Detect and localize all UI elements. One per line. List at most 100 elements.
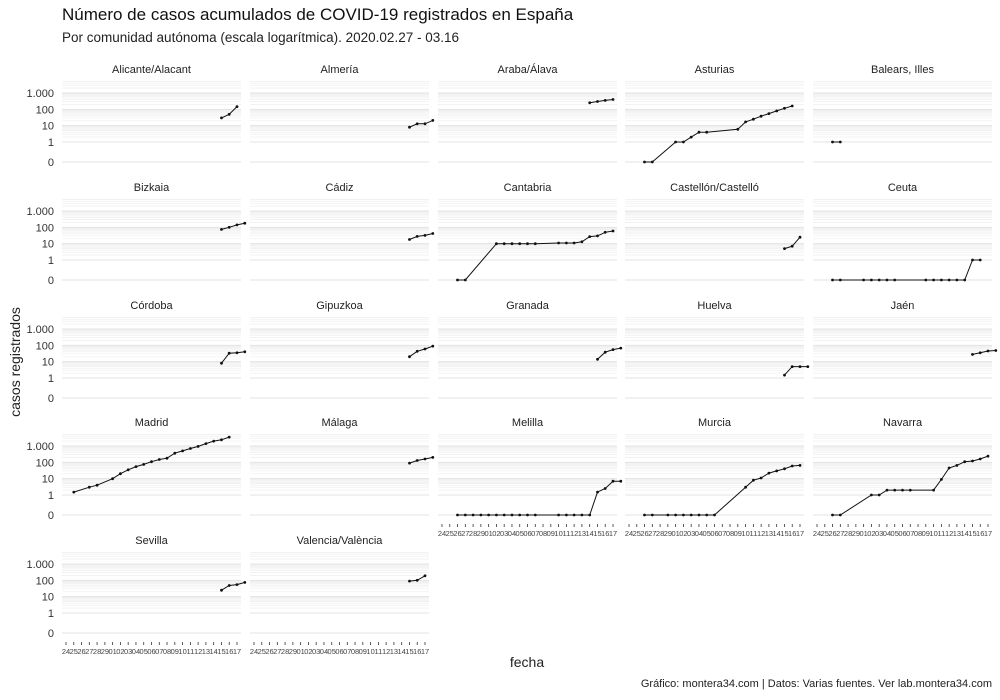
data-point bbox=[790, 244, 794, 248]
y-tick-label: 0 bbox=[48, 393, 54, 405]
y-tick-label: 0 bbox=[48, 157, 54, 169]
data-point bbox=[408, 461, 411, 465]
data-point bbox=[134, 465, 138, 468]
series-line bbox=[597, 347, 621, 360]
x-tick-label: 10 bbox=[366, 647, 374, 656]
data-point bbox=[971, 353, 974, 356]
series-line bbox=[221, 581, 245, 591]
data-point bbox=[220, 438, 223, 442]
x-tick-label: 14 bbox=[773, 529, 781, 538]
data-point bbox=[767, 112, 771, 115]
data-point bbox=[767, 471, 771, 475]
y-tick-label: 10 bbox=[42, 121, 54, 133]
facet-0: Alicante/Alacant 0 1 10 100 1.000 bbox=[26, 64, 241, 169]
data-point bbox=[408, 579, 411, 583]
facet-13: Huelva bbox=[625, 300, 810, 399]
data-point bbox=[423, 574, 427, 578]
facet-10: Córdoba 0 1 10 100 1.000 bbox=[26, 300, 247, 405]
x-tick-label: 01 bbox=[108, 647, 116, 656]
facet-3: Asturias bbox=[625, 64, 804, 164]
x-tick-label: 06 bbox=[147, 647, 155, 656]
data-point bbox=[565, 513, 568, 517]
data-point bbox=[736, 127, 740, 131]
x-tick-label: 11 bbox=[562, 529, 570, 538]
y-tick-label: 1 bbox=[48, 490, 54, 502]
data-point bbox=[940, 278, 943, 282]
data-point bbox=[235, 223, 239, 227]
data-point bbox=[862, 278, 865, 282]
x-tick-label: 13 bbox=[953, 529, 961, 538]
x-tick-label: 27 bbox=[273, 647, 281, 656]
data-point bbox=[901, 488, 904, 492]
data-point bbox=[150, 460, 153, 464]
facet-strip-label: Cantabria bbox=[504, 182, 553, 194]
x-tick-label: 28 bbox=[281, 647, 289, 656]
data-point bbox=[603, 487, 607, 490]
x-tick-label: 16 bbox=[788, 529, 796, 538]
y-tick-label: 100 bbox=[36, 340, 54, 352]
facet-strip-label: Balears, Illes bbox=[871, 64, 934, 76]
data-point bbox=[243, 221, 247, 225]
facet-14: Jaén bbox=[813, 300, 998, 399]
x-tick-label: 26 bbox=[453, 529, 461, 538]
y-tick-label: 1.000 bbox=[26, 88, 54, 100]
x-tick-label: 05 bbox=[140, 647, 148, 656]
facet-strip-label: Melilla bbox=[512, 417, 544, 429]
x-tick-label: 13 bbox=[390, 647, 398, 656]
data-point bbox=[408, 125, 411, 129]
data-point bbox=[611, 348, 615, 351]
x-tick-label: 14 bbox=[398, 647, 406, 656]
series-line bbox=[589, 99, 614, 104]
data-point bbox=[619, 346, 623, 350]
data-point bbox=[674, 513, 677, 517]
data-point bbox=[189, 447, 192, 450]
data-point bbox=[72, 490, 76, 494]
x-tick-label: 10 bbox=[741, 529, 749, 538]
x-tick-label: 02 bbox=[116, 647, 124, 656]
x-tick-label: 25 bbox=[258, 647, 266, 656]
data-point bbox=[142, 463, 146, 466]
data-point bbox=[885, 278, 889, 282]
facet-5: Bizkaia 0 1 10 100 1.000 bbox=[26, 182, 247, 287]
data-point bbox=[588, 513, 592, 517]
data-point bbox=[752, 117, 755, 121]
data-point bbox=[611, 479, 615, 483]
data-point bbox=[227, 351, 231, 355]
data-point bbox=[619, 479, 623, 483]
x-tick-label: 07 bbox=[343, 647, 351, 656]
facet-strip-label: Córdoba bbox=[130, 300, 173, 312]
data-point bbox=[423, 347, 427, 351]
data-point bbox=[111, 477, 114, 481]
data-point bbox=[243, 581, 247, 584]
data-point bbox=[227, 112, 231, 116]
data-point bbox=[165, 456, 169, 460]
data-point bbox=[580, 240, 584, 244]
x-tick-label: 01 bbox=[484, 529, 492, 538]
y-tick-label: 1.000 bbox=[26, 441, 54, 453]
facet-strip-label: Araba/Álava bbox=[498, 63, 559, 76]
data-point bbox=[502, 513, 506, 517]
y-tick-label: 100 bbox=[36, 104, 54, 116]
data-point bbox=[456, 513, 459, 517]
data-point bbox=[932, 278, 935, 282]
data-point bbox=[611, 98, 615, 101]
x-tick-label: 29 bbox=[477, 529, 485, 538]
y-tick-label: 100 bbox=[36, 457, 54, 469]
series-line bbox=[221, 351, 245, 364]
facet-strip-label: Ceuta bbox=[888, 182, 918, 194]
x-tick-label: 25 bbox=[70, 647, 78, 656]
data-point bbox=[87, 485, 91, 489]
facet-strip-label: Valencia/València bbox=[297, 535, 384, 547]
x-tick-label: 10 bbox=[178, 647, 186, 656]
data-point bbox=[415, 122, 419, 126]
x-tick-label: 09 bbox=[922, 529, 930, 538]
data-point bbox=[783, 106, 786, 110]
x-tick-label: 09 bbox=[171, 647, 179, 656]
y-tick-label: 1.000 bbox=[26, 559, 54, 571]
data-point bbox=[955, 278, 959, 282]
x-tick-label: 27 bbox=[85, 647, 93, 656]
data-point bbox=[415, 235, 419, 238]
x-tick-label: 25 bbox=[446, 529, 454, 538]
